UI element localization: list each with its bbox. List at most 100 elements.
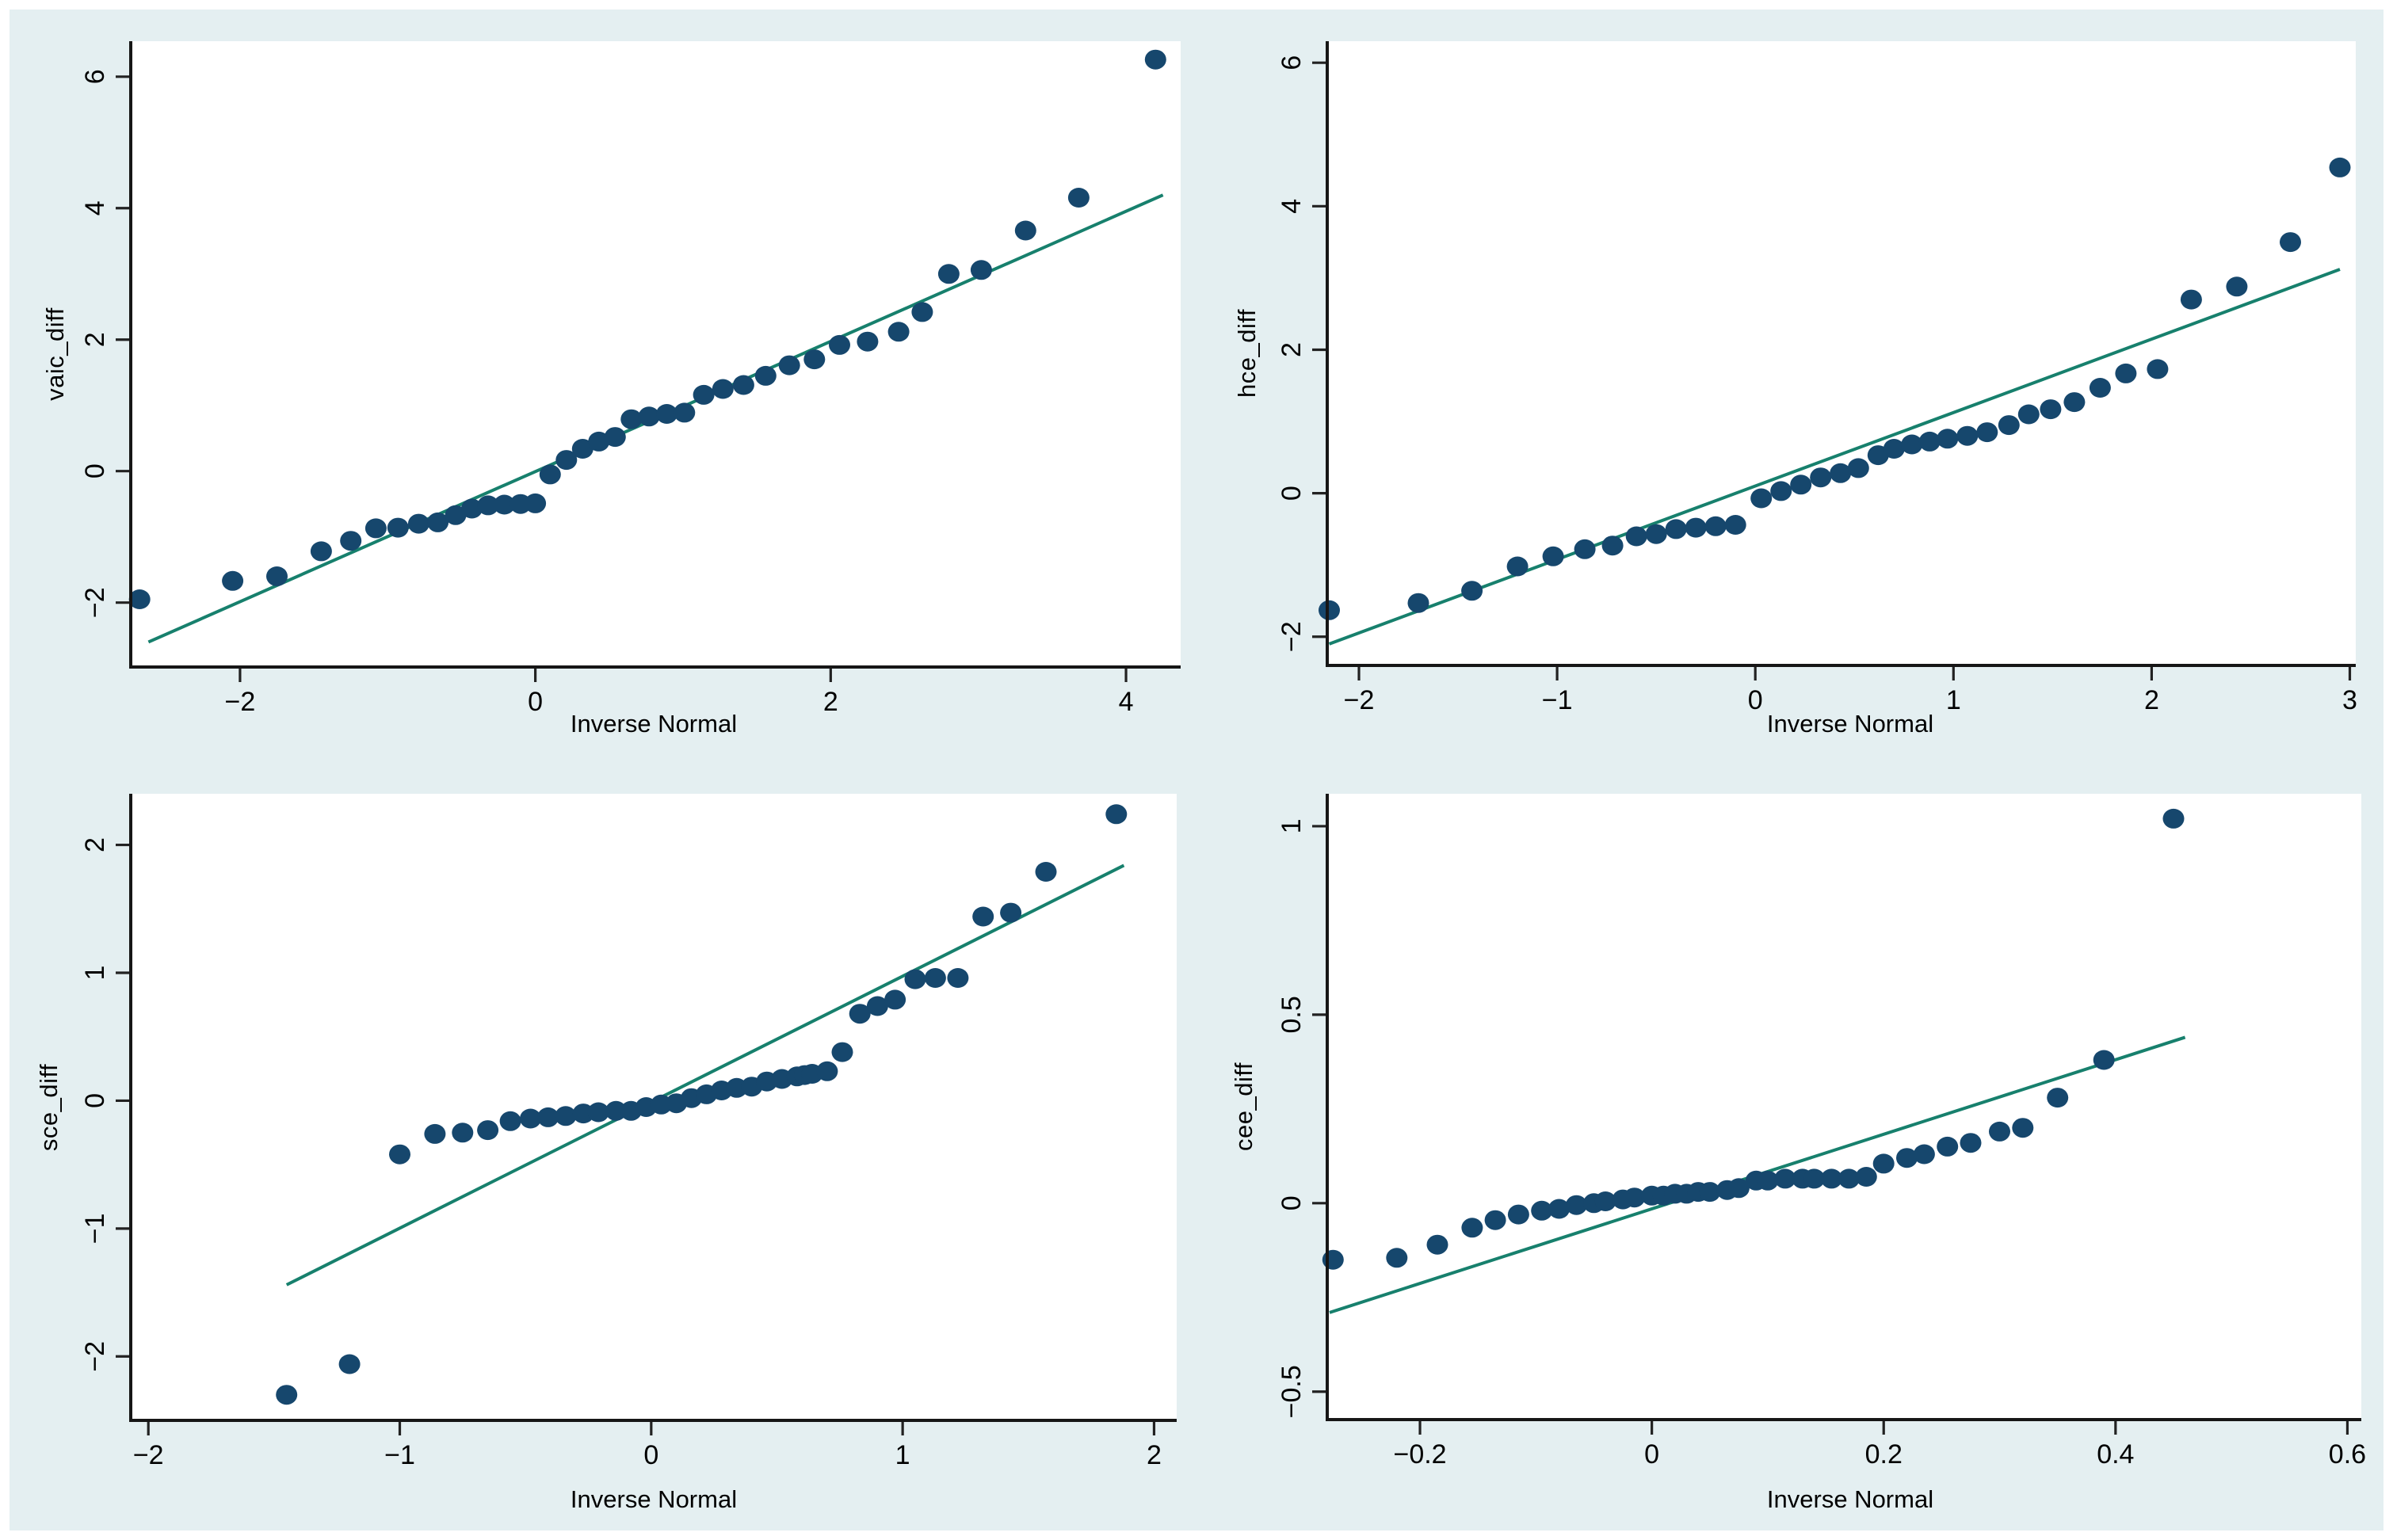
axis-lines [129, 41, 1181, 669]
y-tick-label: 6 [80, 69, 110, 84]
qq-plot-cee-diff: −0.2 0 0.2 0.4 0.6 −0.5 0 0.5 1 cee_diff Inverse… [1196, 770, 2393, 1540]
data-point [1883, 439, 1905, 459]
data-point [1531, 1200, 1553, 1221]
data-point [1830, 463, 1852, 483]
x-tick-label: 0 [1644, 1439, 1659, 1469]
data-point [1810, 467, 1832, 488]
data-point [1144, 49, 1166, 70]
y-tick-label: 0.5 [1277, 996, 1307, 1033]
plot-region [1327, 794, 2361, 1420]
x-tick-label: −1 [1542, 685, 1573, 715]
data-point [1484, 1210, 1506, 1230]
x-axis-title: Inverse Normal [1766, 1485, 1934, 1513]
x-tick-label: 2 [823, 687, 838, 717]
x-tick-label: 0 [528, 687, 543, 717]
data-point [1566, 1195, 1587, 1215]
y-tick-label: 2 [80, 837, 110, 852]
data-point [1507, 1204, 1529, 1225]
y-tick-label: 4 [80, 200, 110, 215]
x-tick-label: −0.2 [1393, 1439, 1446, 1469]
data-point [407, 513, 429, 534]
data-points [1322, 808, 2185, 1270]
data-point [389, 1144, 410, 1165]
data-point [803, 349, 826, 370]
data-point [1872, 1153, 1895, 1174]
data-point [338, 1354, 361, 1374]
x-axis-title: Inverse Normal [570, 710, 738, 738]
y-tick-label: 1 [80, 966, 110, 981]
data-point [1548, 1199, 1571, 1219]
data-point [1790, 475, 1812, 495]
data-point [2047, 1088, 2069, 1108]
data-point [2162, 808, 2185, 829]
y-tick-label: 2 [1277, 342, 1307, 357]
data-point [427, 512, 449, 532]
axis-lines [1326, 41, 2356, 667]
reference-line [285, 863, 1125, 1287]
x-tick-label: −2 [133, 1440, 164, 1470]
data-point [2089, 378, 2111, 398]
data-point [1937, 1136, 1959, 1157]
y-tick-label: −2 [80, 587, 110, 618]
qq-plot-sce-diff: −2 −1 0 1 2 −2 −1 0 1 2 sce_diff Inverse Normal [0, 770, 1196, 1540]
data-point [1918, 431, 1941, 452]
data-point [1704, 516, 1727, 536]
data-point [2017, 404, 2040, 425]
data-point [924, 968, 946, 988]
y-tick-label: −0.5 [1277, 1365, 1307, 1418]
data-point [1685, 517, 1707, 538]
data-point [1665, 519, 1687, 539]
data-point [778, 355, 800, 375]
y-axis-title: vaic_diff [41, 307, 69, 401]
data-point [849, 1004, 871, 1024]
x-tick-label: 4 [1119, 687, 1134, 717]
x-tick-label: 0 [643, 1440, 658, 1470]
data-point [732, 375, 754, 395]
data-point [1724, 515, 1746, 535]
qq-plot-vaic-diff: −2 0 2 4 −2 0 2 4 6 vaic_diff Inverse Normal [0, 0, 1196, 770]
y-tick-label: 4 [1277, 199, 1307, 214]
data-point [1594, 1191, 1616, 1211]
y-tick-label: −2 [1277, 621, 1307, 652]
x-tick-label: 3 [2342, 685, 2357, 715]
data-point [674, 402, 696, 423]
data-point [128, 589, 151, 609]
data-point [1847, 458, 1869, 478]
data-point [604, 427, 626, 448]
y-tick-label: 0 [80, 1093, 110, 1108]
x-tick-label: 1 [1946, 685, 1961, 715]
data-point [1976, 422, 1998, 443]
data-point [1407, 593, 1429, 613]
data-point [1506, 556, 1529, 577]
data-point [1386, 1248, 1408, 1268]
y-tick-label: 6 [1277, 55, 1307, 71]
data-point [587, 1102, 609, 1123]
plot-region [1327, 41, 2356, 665]
y-tick-label: 0 [80, 463, 110, 478]
data-point [1542, 546, 1564, 566]
plot-area-cee-diff: −0.2 0 0.2 0.4 0.6 −0.5 0 0.5 1 [1277, 794, 2366, 1469]
data-point [537, 1107, 559, 1127]
data-point [829, 334, 850, 355]
data-point [1774, 1168, 1796, 1189]
data-point [555, 450, 578, 471]
data-point [1574, 539, 1596, 559]
qq-plot-hce-diff: −2 −1 0 1 2 3 −2 0 2 4 6 hce_diff Inverse Normal [1196, 0, 2393, 770]
data-point [387, 517, 409, 538]
data-point [1035, 862, 1057, 882]
y-tick-label: −1 [80, 1213, 110, 1244]
data-point [1937, 429, 1959, 449]
data-point [499, 1111, 521, 1131]
x-tick-label: 0.4 [2097, 1439, 2134, 1469]
data-point [452, 1123, 474, 1143]
data-point [1750, 488, 1773, 509]
plot-area-vaic-diff: −2 0 2 4 −2 0 2 4 6 [80, 41, 1181, 717]
data-point [266, 566, 288, 586]
data-point [364, 518, 387, 539]
data-point [276, 1385, 298, 1405]
data-point [1067, 188, 1090, 208]
data-point [1770, 481, 1792, 501]
data-point [1624, 1187, 1646, 1208]
x-tick-label: 0.6 [2329, 1439, 2366, 1469]
data-point [1838, 1168, 1860, 1189]
